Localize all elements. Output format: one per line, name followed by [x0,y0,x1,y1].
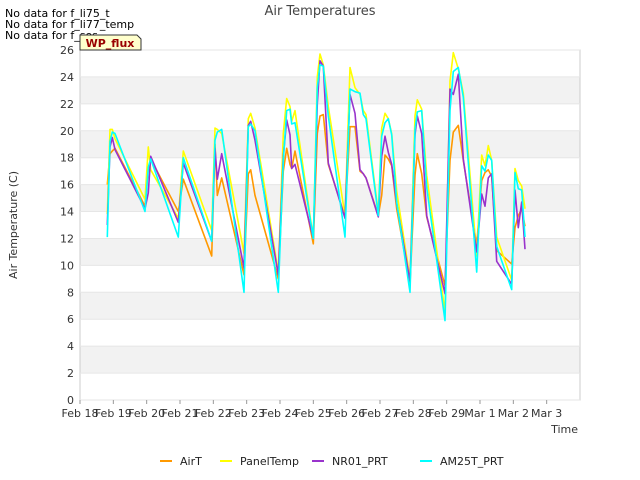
wp-flux-badge[interactable]: WP_flux [79,34,142,51]
y-tick-label: 24 [60,71,74,84]
x-tick-label: Mar 1 [464,407,495,420]
nodata-notice-3: No data for f_sos [5,29,98,42]
x-tick-label: Feb 18 [62,407,99,420]
grid-band [80,184,580,212]
legend-label: PanelTemp [240,455,299,468]
y-tick-label: 4 [67,340,74,353]
x-axis-title: Time [550,423,578,436]
y-tick-label: 0 [67,394,74,407]
series-line-am25t-prt [106,64,526,322]
y-tick-label: 26 [60,44,74,57]
y-tick-label: 14 [60,206,74,219]
y-axis-title: Air Temperature (C) [7,171,20,279]
grid-band [80,76,580,104]
x-tick-label: Feb 20 [128,407,165,420]
grid-band [80,319,580,347]
grid-band [80,265,580,293]
y-tick-label: 10 [60,259,74,272]
grid-band [80,373,580,400]
y-tick-label: 6 [67,313,74,326]
grid-band [80,211,580,239]
grid-bands [80,50,580,400]
grid-band [80,292,580,320]
grid-band [80,346,580,374]
x-tick-label: Feb 27 [362,407,399,420]
series-lines [106,51,526,322]
grid-band [80,130,580,158]
y-tick-label: 8 [67,286,74,299]
y-tick-label: 18 [60,152,74,165]
nodata-notice-2: No data for f_li77_temp [5,18,135,31]
y-tick-label: 16 [60,179,74,192]
legend-label: NR01_PRT [332,455,388,468]
y-tick-label: 20 [60,125,74,138]
x-tick-label: Feb 24 [262,407,299,420]
chart-title: Air Temperatures [264,4,375,19]
y-tick-label: 22 [60,98,74,111]
badge-background [79,34,142,51]
x-tick-label: Feb 29 [428,407,465,420]
x-tick-label: Feb 22 [195,407,232,420]
grid-band [80,50,580,77]
y-tick-label: 2 [67,367,74,380]
x-tick-label: Feb 21 [162,407,199,420]
legend: AirT PanelTemp NR01_PRT AM25T_PRT [160,455,504,468]
x-tick-label: Mar 2 [498,407,529,420]
x-tick-label: Feb 23 [228,407,265,420]
x-tick-label: Feb 19 [95,407,132,420]
x-tick-label: Feb 25 [295,407,332,420]
x-tick-label: Feb 28 [395,407,432,420]
x-tick-label: Mar 3 [531,407,562,420]
y-tick-label: 12 [60,232,74,245]
x-tick-label: Feb 26 [328,407,365,420]
badge-label: WP_flux [86,37,135,50]
legend-label: AM25T_PRT [440,455,504,468]
legend-label: AirT [180,455,202,468]
nodata-notice-1: No data for f_li75_t [5,7,110,20]
